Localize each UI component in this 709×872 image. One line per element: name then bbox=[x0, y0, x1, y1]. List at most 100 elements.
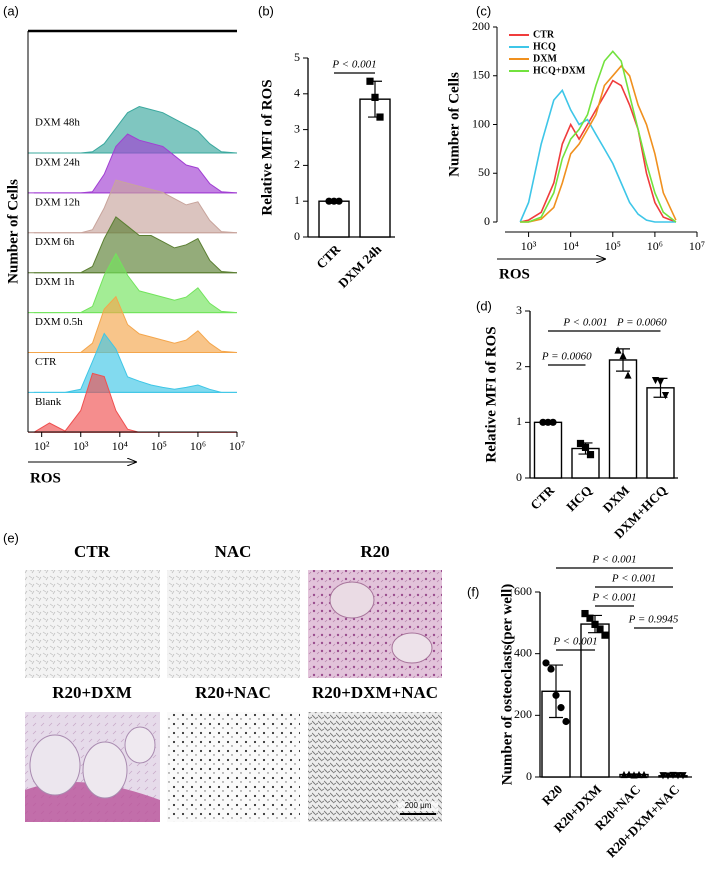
micrograph bbox=[308, 712, 442, 822]
micrograph bbox=[167, 712, 300, 822]
data-point bbox=[366, 77, 374, 85]
y-axis-label: Number of Cells bbox=[5, 179, 21, 284]
ridge-label: DXM 6h bbox=[35, 236, 75, 248]
x-tick-label: 10² bbox=[34, 439, 50, 453]
x-tick-label: R20+DXM+NAC bbox=[603, 782, 682, 861]
y-tick-label: 0 bbox=[516, 470, 522, 484]
bar bbox=[646, 387, 675, 479]
y-tick-label: 5 bbox=[294, 50, 300, 64]
bar bbox=[608, 359, 638, 479]
series-line bbox=[519, 88, 676, 223]
y-tick-label: 2 bbox=[294, 157, 300, 171]
legend-label: CTR bbox=[533, 29, 555, 40]
data-point bbox=[625, 770, 633, 778]
y-tick-label: 400 bbox=[514, 645, 532, 659]
annotation: P < 0.001 bbox=[611, 573, 656, 585]
data-point bbox=[371, 93, 379, 101]
data-point bbox=[586, 614, 594, 622]
ridge-label: CTR bbox=[35, 356, 57, 368]
x-tick-label: 10³ bbox=[73, 439, 89, 453]
data-point bbox=[544, 418, 552, 426]
data-point bbox=[674, 772, 682, 780]
data-point bbox=[679, 772, 687, 780]
data-point bbox=[542, 659, 550, 667]
bar bbox=[533, 421, 563, 479]
x-tick-label: 10⁴ bbox=[112, 439, 128, 453]
ridge-label: DXM 48h bbox=[35, 117, 80, 129]
scale-bar-label: 200 μm bbox=[405, 801, 432, 810]
data-point bbox=[539, 418, 547, 426]
ridge-label: DXM 12h bbox=[35, 196, 80, 208]
legend-label: HCQ bbox=[533, 41, 556, 52]
data-point bbox=[552, 691, 560, 699]
x-tick-label: CTR bbox=[313, 241, 343, 271]
ridge bbox=[33, 105, 238, 154]
data-point bbox=[601, 631, 609, 639]
annotation: P = 0.0060 bbox=[541, 351, 592, 363]
ridge bbox=[33, 332, 237, 393]
image-panel: (e) CTR NAC R20 R20+DXM R20+NAC R20+DXM+… bbox=[3, 530, 442, 822]
data-point bbox=[581, 609, 589, 618]
image-title: R20+NAC bbox=[195, 683, 271, 702]
data-point bbox=[640, 770, 648, 779]
panel-label: (c) bbox=[476, 3, 491, 18]
x-tick-label: DXM 24h bbox=[335, 241, 385, 291]
legend-label: DXM bbox=[533, 53, 557, 64]
data-point bbox=[661, 392, 670, 400]
panel-label: (f) bbox=[467, 584, 479, 599]
series-line bbox=[520, 79, 677, 223]
x-tick-label: 10⁴ bbox=[563, 239, 579, 253]
image-title: NAC bbox=[215, 542, 252, 561]
ridge bbox=[33, 295, 238, 353]
data-point bbox=[620, 770, 628, 779]
bar bbox=[359, 98, 391, 238]
x-tick-label: DXM bbox=[600, 483, 633, 516]
y-tick-label: 3 bbox=[294, 121, 300, 135]
data-point bbox=[624, 371, 632, 379]
y-tick-label: 0 bbox=[484, 214, 490, 228]
micrograph bbox=[308, 570, 442, 678]
annotation: P < 0.001 bbox=[591, 554, 636, 566]
y-tick-label: 100 bbox=[472, 116, 490, 130]
image-title: CTR bbox=[74, 542, 111, 561]
micrograph bbox=[25, 570, 160, 678]
data-point bbox=[614, 346, 622, 354]
data-point bbox=[664, 772, 672, 780]
annotation: P = 0.9945 bbox=[628, 614, 679, 626]
x-axis-label: ROS bbox=[499, 266, 530, 282]
ridge bbox=[33, 133, 238, 194]
y-axis-label: Number of Cells bbox=[446, 72, 462, 177]
data-point bbox=[576, 439, 585, 448]
ridge bbox=[33, 179, 238, 234]
data-point bbox=[591, 620, 599, 628]
x-tick-label: 10⁶ bbox=[647, 239, 663, 253]
ridge-label: DXM 24h bbox=[35, 156, 80, 168]
y-tick-label: 200 bbox=[472, 19, 490, 33]
image-title: R20+DXM+NAC bbox=[312, 683, 438, 702]
data-point bbox=[581, 443, 590, 451]
x-tick-label: 10⁵ bbox=[151, 439, 167, 453]
x-tick-label: CTR bbox=[527, 482, 557, 512]
bar bbox=[318, 200, 350, 238]
y-tick-label: 50 bbox=[478, 165, 490, 179]
data-point bbox=[562, 717, 570, 726]
y-tick-label: 600 bbox=[514, 584, 532, 598]
data-point bbox=[335, 197, 343, 205]
annotation: P < 0.001 bbox=[562, 317, 607, 329]
y-tick-label: 3 bbox=[516, 303, 522, 317]
x-tick-label: 10⁶ bbox=[190, 439, 206, 453]
y-tick-label: 2 bbox=[516, 358, 522, 372]
y-tick-label: 200 bbox=[514, 707, 532, 721]
data-point bbox=[376, 113, 384, 121]
y-tick-label: 0 bbox=[526, 769, 532, 783]
legend-label: HCQ+DXM bbox=[533, 65, 586, 76]
ridge-label: DXM 0.5h bbox=[35, 316, 83, 328]
series-line bbox=[520, 50, 677, 223]
data-point bbox=[549, 418, 557, 426]
annotation: P < 0.001 bbox=[331, 59, 376, 71]
data-point bbox=[557, 704, 565, 712]
data-point bbox=[547, 665, 555, 673]
y-tick-label: 150 bbox=[472, 68, 490, 82]
y-tick-label: 0 bbox=[294, 229, 300, 243]
